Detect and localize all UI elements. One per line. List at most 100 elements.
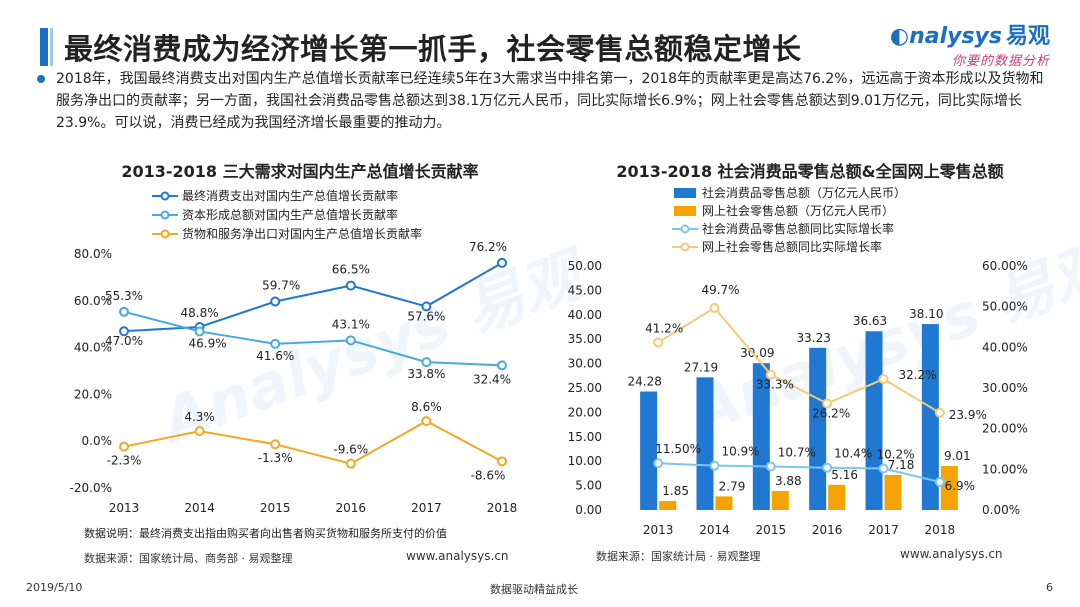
y2-tick-label: 40.00% (982, 340, 1028, 354)
y-tick-label: 40.00 (568, 308, 602, 322)
bullet-icon (37, 75, 45, 83)
x-tick-label: 2016 (336, 501, 367, 515)
right-chart-site: www.analysys.cn (900, 547, 1003, 561)
x-tick-label: 2017 (868, 523, 899, 537)
data-point (270, 296, 281, 307)
bar-label: 36.63 (853, 314, 887, 328)
data-label: 49.7% (701, 283, 739, 297)
x-tick-label: 2016 (812, 523, 843, 537)
data-point (270, 439, 281, 450)
data-point (709, 302, 720, 313)
legend-label-1: 网上社会零售总额（万亿元人民币） (702, 203, 894, 218)
y-tick-label: 15.00 (568, 430, 602, 444)
y2-tick-label: 50.00% (982, 300, 1028, 314)
data-label: 11.50% (655, 442, 701, 456)
data-label: -9.6% (333, 443, 368, 457)
title-accent-bar (40, 28, 48, 66)
x-tick-label: 2017 (411, 501, 442, 515)
y-tick-label: 80.0% (74, 247, 112, 261)
data-label: 66.5% (332, 263, 370, 277)
bar-label: 33.23 (796, 331, 830, 345)
data-point (653, 337, 664, 348)
bar (940, 466, 958, 510)
y-tick-label: 40.0% (74, 341, 112, 355)
data-point (194, 426, 205, 437)
data-point (497, 360, 507, 371)
legend-label-3: 网上社会零售总额同比实际增长率 (702, 239, 882, 254)
y2-tick-label: 60.00% (982, 259, 1028, 273)
data-label: 10.2% (876, 448, 914, 462)
title-accent-bar-light (50, 28, 53, 66)
legend-marker-2 (160, 229, 170, 239)
data-point (934, 476, 945, 487)
y-tick-label: 35.00 (568, 332, 602, 346)
x-tick-label: 2015 (756, 523, 787, 537)
bar-label: 27.19 (684, 360, 718, 374)
data-label: 32.2% (898, 368, 936, 382)
data-label: -2.3% (107, 454, 142, 468)
bar (921, 324, 939, 510)
summary-text: 2018年，我国最终消费支出对国内生产总值增长贡献率已经连续5年在3大需求当中排… (56, 71, 1044, 131)
legend-marker-0 (160, 191, 170, 201)
data-point (270, 338, 281, 349)
y2-tick-label: 20.00% (982, 422, 1028, 436)
data-point (822, 462, 833, 473)
legend-marker-3 (680, 242, 690, 252)
y-tick-label: 30.00 (568, 357, 602, 371)
footer-date: 2019/5/10 (26, 581, 83, 594)
y2-tick-label: 30.00% (982, 381, 1028, 395)
bar-label: 5.16 (831, 468, 858, 482)
x-tick-label: 2015 (260, 501, 291, 515)
data-point (119, 441, 129, 452)
data-label: 55.3% (105, 289, 143, 303)
data-point (119, 306, 129, 317)
y-tick-label: 0.0% (82, 434, 113, 448)
series-line-1 (123, 310, 503, 367)
data-label: 8.6% (411, 400, 442, 414)
data-label: 41.6% (256, 349, 294, 363)
x-tick-label: 2013 (109, 501, 140, 515)
data-label: 4.3% (184, 410, 215, 424)
data-point (421, 301, 432, 312)
data-label: 10.4% (834, 447, 872, 461)
y-tick-label: 20.0% (74, 387, 112, 401)
x-tick-label: 2018 (925, 523, 956, 537)
data-label: 10.7% (778, 445, 816, 459)
data-label: 57.6% (407, 309, 445, 323)
data-label: 33.3% (756, 378, 794, 392)
data-label: 48.8% (181, 306, 219, 320)
data-label: -8.6% (471, 468, 506, 482)
series-line-1 (657, 306, 941, 414)
y-tick-label: 50.00 (568, 259, 602, 273)
bar-label: 3.88 (775, 474, 802, 488)
legend-label-2: 货物和服务净出口对国内生产总值增长贡献率 (182, 226, 422, 241)
footer-page-number: 6 (1046, 581, 1053, 594)
data-point (934, 407, 945, 418)
data-label: 43.1% (332, 317, 370, 331)
y2-tick-label: 0.00% (982, 503, 1020, 517)
legend-marker-1 (160, 210, 170, 220)
data-label: 76.2% (469, 240, 507, 254)
data-label: 59.7% (262, 279, 300, 293)
data-point (497, 456, 507, 467)
bar (865, 331, 883, 510)
left-chart-source: 数据来源：国家统计局、商务部 · 易观整理 (84, 552, 293, 565)
data-point (345, 458, 356, 469)
page-title: 最终消费成为经济增长第一抓手，社会零售总额稳定增长 (64, 32, 802, 66)
data-label: 46.9% (189, 336, 227, 350)
data-point (878, 374, 889, 385)
x-tick-label: 2018 (487, 501, 518, 515)
logo-swirl-icon: ◐ (889, 24, 910, 49)
data-point (822, 398, 833, 409)
bar-label: 9.01 (944, 449, 971, 463)
bar (752, 363, 770, 510)
data-label: -1.3% (258, 451, 293, 465)
bar (715, 496, 733, 510)
y-tick-label: 20.00 (568, 405, 602, 419)
footer-slogan: 数据驱动精益成长 (490, 583, 578, 596)
data-point (421, 416, 432, 427)
right-chart-source: 数据来源：国家统计局 · 易观整理 (596, 550, 761, 563)
x-tick-label: 2013 (643, 523, 674, 537)
bar-label: 24.28 (627, 375, 661, 389)
bar (640, 391, 658, 510)
